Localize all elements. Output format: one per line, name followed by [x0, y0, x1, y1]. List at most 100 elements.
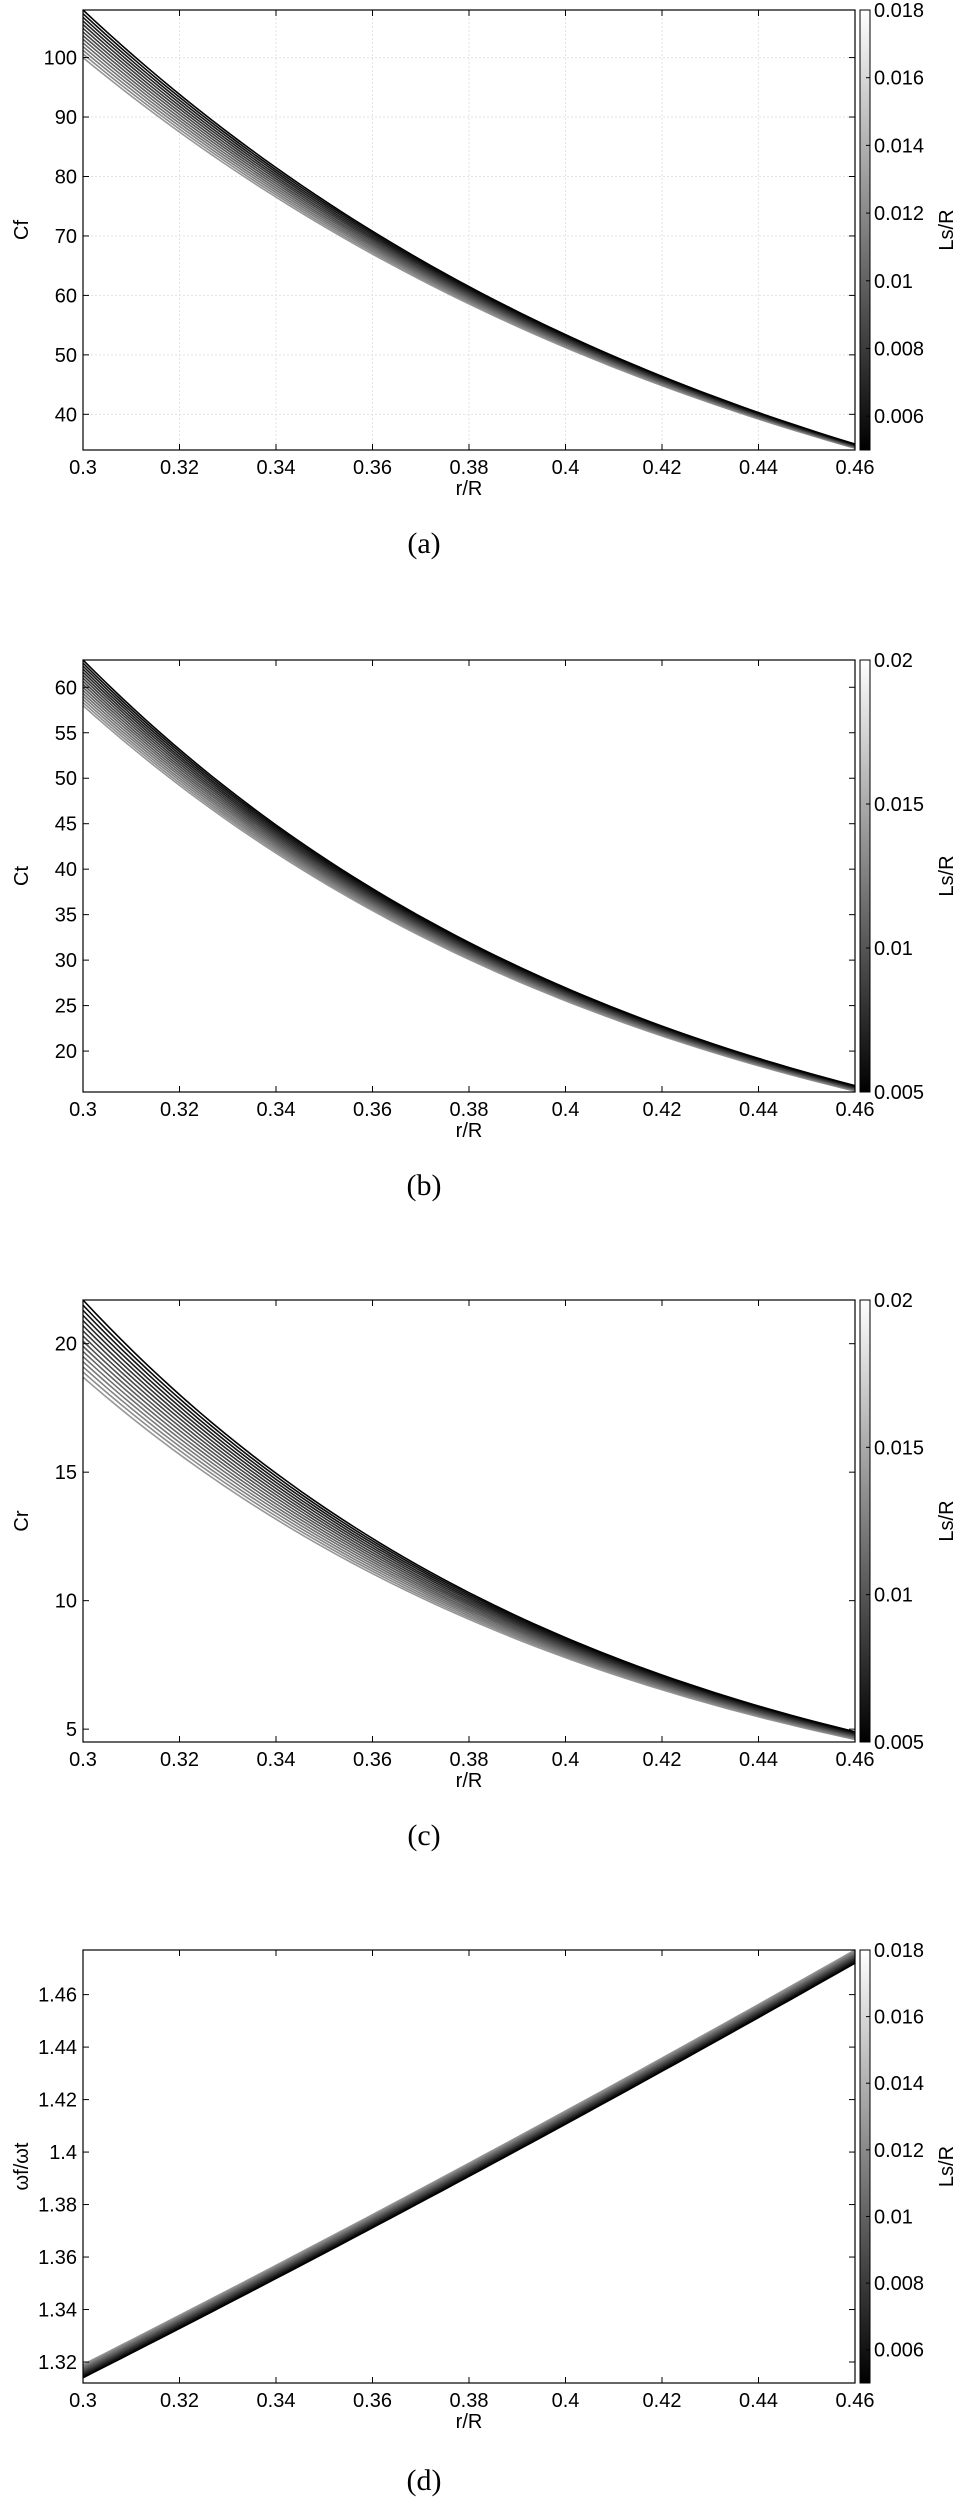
- series-line: [82, 1960, 856, 2377]
- colorbar-tick-label: 0.01: [874, 1585, 913, 1607]
- x-tick-label: 0.42: [643, 1749, 682, 1771]
- colorbar-tick-label: 0.01: [874, 271, 913, 293]
- y-axis-label: Ct: [11, 866, 33, 886]
- panel-caption: (b): [407, 1169, 442, 1202]
- x-tick-label: 0.3: [69, 1099, 97, 1121]
- y-tick-label: 40: [55, 404, 77, 426]
- series-line: [82, 659, 856, 1087]
- panel-c: 0.3 0.32 0.34 0.36 0.38 0.4 0.42 0.44 0.46 5 10 15 2…: [11, 1290, 958, 1852]
- colorbar-tick-label: 0.01: [874, 938, 913, 960]
- y-tick-label: 1.34: [38, 2300, 77, 2322]
- colorbar-tick-label: 0.008: [874, 338, 924, 360]
- colorbar-tick-label: 0.012: [874, 2140, 924, 2162]
- panel-caption: (c): [407, 1819, 440, 1852]
- x-tick-label: 0.3: [69, 1749, 97, 1771]
- y-tick-label: 40: [55, 859, 77, 881]
- x-tick-label: 0.46: [836, 457, 875, 479]
- x-tick-label: 0.42: [643, 2390, 682, 2412]
- colorbar-tick-label: 0.014: [874, 2073, 924, 2095]
- x-tick-label: 0.32: [160, 2390, 199, 2412]
- colorbar-tick-label: 0.012: [874, 203, 924, 225]
- x-tick-label: 0.32: [160, 1099, 199, 1121]
- y-tick-label: 1.46: [38, 1985, 77, 2007]
- y-tick-label: 35: [55, 905, 77, 927]
- colorbar-tick-label: 0.005: [874, 1082, 924, 1104]
- x-tick-label: 0.44: [739, 1099, 778, 1121]
- colorbar-label: Ls/R: [936, 209, 958, 250]
- y-tick-label: 50: [55, 345, 77, 367]
- y-tick-label: 1.38: [38, 2195, 77, 2217]
- y-tick-label: 1.44: [38, 2037, 77, 2059]
- x-tick-label: 0.46: [836, 1749, 875, 1771]
- colorbar-label: Ls/R: [936, 855, 958, 896]
- colorbar-tick-label: 0.006: [874, 406, 924, 428]
- x-tick-label: 0.44: [739, 2390, 778, 2412]
- y-tick-label: 1.32: [38, 2352, 77, 2374]
- colorbar-tick-label: 0.015: [874, 794, 924, 816]
- y-tick-label: 5: [66, 1719, 77, 1741]
- series-line: [82, 1953, 856, 2370]
- colorbar-tick-label: 0.018: [874, 1940, 924, 1962]
- panel-caption: (a): [407, 527, 440, 560]
- x-tick-label: 0.4: [552, 2390, 580, 2412]
- y-axis-label: ωf/ωt: [11, 2142, 33, 2190]
- x-tick-label: 0.44: [739, 457, 778, 479]
- colorbar-tick-label: 0.008: [874, 2273, 924, 2295]
- colorbar-tick-label: 0.015: [874, 1437, 924, 1459]
- x-tick-label: 0.42: [643, 457, 682, 479]
- x-tick-label: 0.34: [257, 1099, 296, 1121]
- series-line: [82, 1962, 856, 2379]
- y-tick-label: 90: [55, 107, 77, 129]
- series-line: [82, 1952, 856, 2369]
- colorbar: [859, 659, 871, 1093]
- y-tick-label: 25: [55, 996, 77, 1018]
- x-tick-label: 0.36: [353, 1749, 392, 1771]
- y-tick-label: 50: [55, 768, 77, 790]
- y-tick-label: 55: [55, 723, 77, 745]
- x-tick-label: 0.38: [450, 1099, 489, 1121]
- x-tick-label: 0.38: [450, 2390, 489, 2412]
- x-axis-label: r/R: [456, 1770, 483, 1792]
- colorbar-label: Ls/R: [936, 1500, 958, 1541]
- series-line: [82, 1955, 856, 2372]
- plot-area: [83, 1300, 855, 1742]
- x-tick-label: 0.38: [450, 1749, 489, 1771]
- plot-area: [83, 660, 855, 1092]
- colorbar-label: Ls/R: [936, 2146, 958, 2187]
- x-tick-label: 0.4: [552, 1099, 580, 1121]
- series-line: [82, 9, 856, 445]
- series-line: [82, 1951, 856, 2368]
- x-tick-label: 0.36: [353, 1099, 392, 1121]
- y-tick-label: 80: [55, 166, 77, 188]
- series-line: [82, 1949, 856, 2366]
- y-tick-label: 60: [55, 677, 77, 699]
- x-axis-label: r/R: [456, 2411, 483, 2433]
- series-line: [82, 1958, 856, 2375]
- y-tick-label: 20: [55, 1334, 77, 1356]
- y-tick-label: 10: [55, 1591, 77, 1613]
- x-tick-label: 0.4: [552, 457, 580, 479]
- series-line: [82, 1950, 856, 2367]
- y-tick-label: 1.42: [38, 2090, 77, 2112]
- colorbar: [859, 1949, 871, 2384]
- x-tick-label: 0.34: [257, 457, 296, 479]
- series-line: [82, 1299, 856, 1733]
- x-tick-label: 0.36: [353, 2390, 392, 2412]
- y-tick-label: 20: [55, 1041, 77, 1063]
- series-line: [82, 1961, 856, 2378]
- colorbar-tick-label: 0.006: [874, 2340, 924, 2362]
- y-tick-label: 1.4: [49, 2142, 77, 2164]
- panel-d: 0.3 0.32 0.34 0.36 0.38 0.4 0.42 0.44 0.46 1.32 1.…: [11, 1940, 958, 2497]
- x-tick-label: 0.34: [257, 2390, 296, 2412]
- x-tick-label: 0.4: [552, 1749, 580, 1771]
- series-line: [82, 1954, 856, 2371]
- x-tick-label: 0.3: [69, 2390, 97, 2412]
- panel-b: 0.3 0.32 0.34 0.36 0.38 0.4 0.42 0.44 0.46 20 25 30…: [11, 650, 958, 1202]
- colorbar-tick-label: 0.02: [874, 650, 913, 672]
- colorbar-tick-label: 0.018: [874, 0, 924, 22]
- y-tick-label: 15: [55, 1462, 77, 1484]
- series-line: [82, 1959, 856, 2376]
- y-tick-label: 100: [44, 48, 77, 70]
- y-tick-label: 30: [55, 950, 77, 972]
